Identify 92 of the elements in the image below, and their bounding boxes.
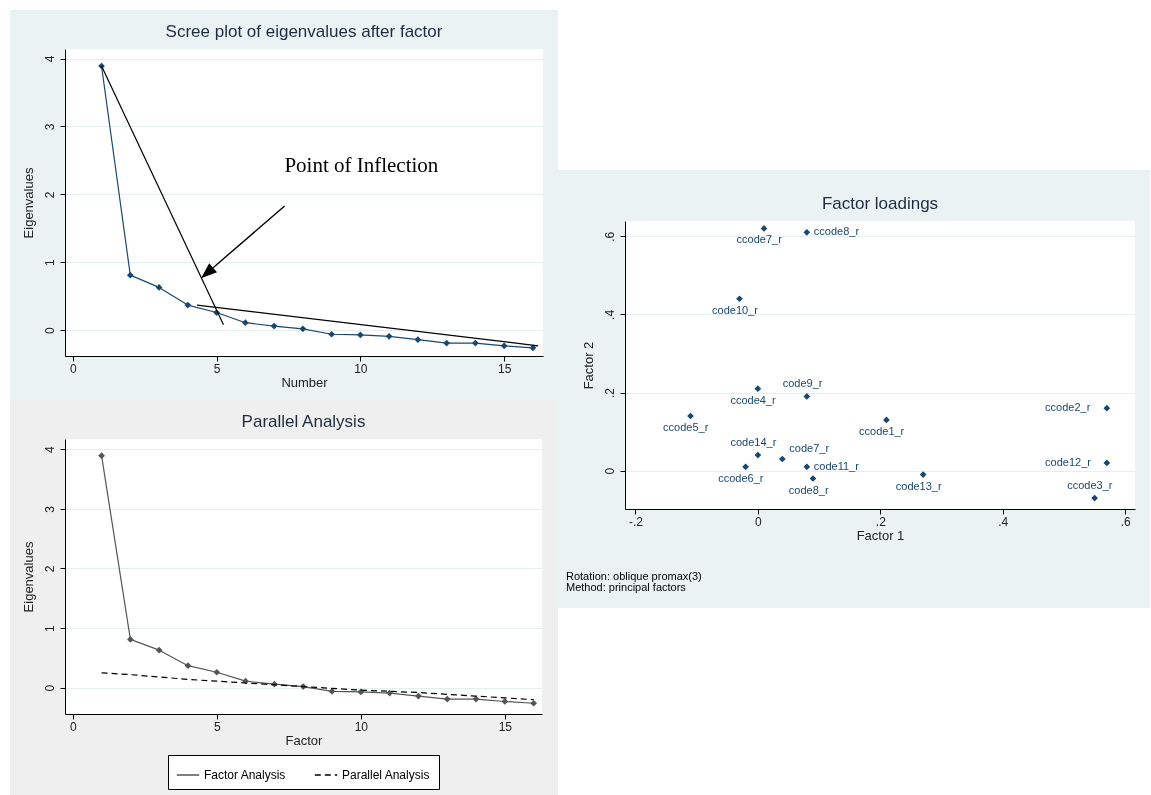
point <box>127 636 134 643</box>
point <box>443 339 451 347</box>
y-axis-title: Eigenvalues <box>20 541 36 613</box>
annotation: code10_r <box>712 303 759 316</box>
annotation: Point of Inflection <box>284 152 439 177</box>
x-axis-title: Number <box>281 374 329 390</box>
x-tick-label: -.2 <box>628 514 644 529</box>
annotation: code11_r <box>813 459 860 472</box>
y-tick-label: 1 <box>42 259 57 267</box>
annotation: ccode1_r <box>859 424 905 437</box>
y-tick-label: 1 <box>42 624 57 632</box>
y-tick-label: 0 <box>42 327 57 335</box>
point <box>530 699 537 707</box>
x-tick-label: 10 <box>354 361 368 376</box>
point <box>1103 404 1111 412</box>
x-tick-label: 10 <box>354 719 369 734</box>
point <box>501 698 509 705</box>
annotation: code13_r <box>895 479 942 492</box>
text: Method: principal factors <box>566 581 687 593</box>
point <box>386 689 393 697</box>
annotation: code8_r <box>788 483 829 496</box>
y-tick-label: .2 <box>602 387 617 399</box>
point <box>98 452 105 460</box>
point <box>385 332 393 340</box>
point <box>415 692 422 700</box>
x-axis-title: Factor 1 <box>856 527 905 543</box>
point <box>919 471 927 478</box>
point <box>414 336 422 344</box>
point <box>241 319 249 327</box>
x-tick-label: 0 <box>755 514 763 529</box>
x-tick-label: 0 <box>69 719 77 734</box>
point <box>778 455 786 463</box>
point <box>1103 459 1111 467</box>
y-axis-title: Eigenvalues <box>20 167 36 239</box>
legend-label: Parallel Analysis <box>342 768 430 782</box>
x-tick-label: 15 <box>497 361 512 376</box>
y-tick-label: 3 <box>42 123 57 131</box>
y-tick-label: 0 <box>42 684 57 692</box>
y-tick-label: .4 <box>602 309 617 320</box>
point <box>803 228 811 236</box>
annotation: code14_r <box>730 436 777 449</box>
point <box>803 393 811 400</box>
point <box>500 342 508 350</box>
chart-title: Scree plot of eigenvalues after factor <box>165 22 443 41</box>
annotation: ccode7_r <box>736 233 783 246</box>
y-tick-label: 2 <box>42 565 57 573</box>
point <box>357 331 364 339</box>
y-axis-title: Factor 2 <box>580 341 596 390</box>
point <box>754 385 762 392</box>
point <box>299 325 307 333</box>
annotation: ccode8_r <box>813 225 860 238</box>
y-tick-label: 3 <box>42 505 57 513</box>
point <box>213 668 221 676</box>
point <box>155 646 163 654</box>
annotation: ccode2_r <box>1045 401 1091 414</box>
x-tick-label: .6 <box>1120 514 1132 529</box>
point <box>803 463 811 471</box>
annotation: ccode3_r <box>1067 479 1113 492</box>
chart-title: Factor loadings <box>821 194 939 213</box>
point <box>472 339 479 347</box>
x-tick-label: 5 <box>213 361 221 376</box>
point <box>184 301 192 309</box>
text: Rotation: oblique promax(3) <box>566 570 702 582</box>
annotation: code12_r <box>1045 455 1092 468</box>
point <box>472 695 480 703</box>
annotation: ccode6_r <box>718 471 764 484</box>
point <box>736 295 743 303</box>
point <box>184 662 192 670</box>
x-tick-label: 5 <box>213 719 221 734</box>
point <box>754 451 762 459</box>
x-tick-label: .4 <box>998 514 1009 529</box>
annotation: ccode4_r <box>730 393 777 406</box>
x-tick-label: .2 <box>875 514 887 529</box>
point <box>443 695 451 703</box>
point <box>742 463 749 471</box>
x-tick-label: 15 <box>498 719 513 734</box>
legend-label: Factor Analysis <box>204 768 286 782</box>
point <box>328 330 335 338</box>
chart-title: Parallel Analysis <box>241 412 366 431</box>
y-tick-label: 0 <box>602 467 617 475</box>
point <box>126 271 134 279</box>
point <box>883 416 890 424</box>
y-tick-label: 2 <box>42 191 57 199</box>
x-tick-label: 0 <box>69 361 77 376</box>
annotation: ccode5_r <box>663 421 709 433</box>
point <box>270 322 278 330</box>
annotation: code7_r <box>789 441 830 454</box>
x-axis-title: Factor <box>285 732 324 748</box>
annotation: code9_r <box>782 377 823 390</box>
y-tick-label: .6 <box>602 231 617 242</box>
y-tick-label: 4 <box>42 445 57 453</box>
y-tick-label: 4 <box>42 55 57 63</box>
